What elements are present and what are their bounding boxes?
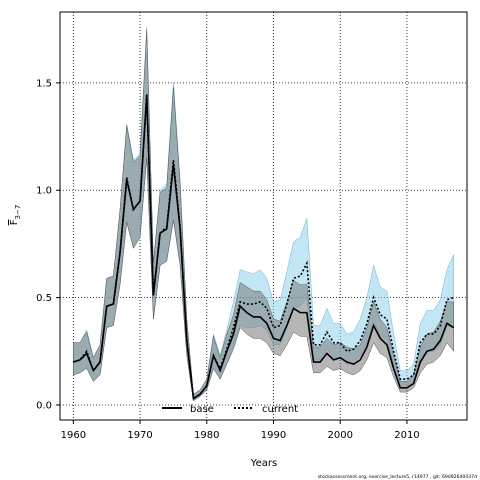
series-lines <box>73 93 455 400</box>
legend-label-base: base <box>190 404 214 415</box>
y-tick-label: 0.5 <box>36 293 52 304</box>
y-tick-label: 1.0 <box>36 186 52 197</box>
x-tick-label: 1980 <box>194 430 219 441</box>
series-line-base <box>73 95 455 400</box>
x-tick-label: 2010 <box>394 430 419 441</box>
y-tick-label: 0.0 <box>36 400 52 411</box>
x-tick-label: 1960 <box>61 430 86 441</box>
x-tick-label: 2000 <box>328 430 353 441</box>
x-tick-label: 1970 <box>127 430 152 441</box>
y-axis: 0.0 0.5 1.0 1.5 <box>36 78 60 411</box>
y-axis-title: F3−7 <box>9 205 22 226</box>
legend-label-current: current <box>262 404 298 415</box>
y-tick-label: 1.5 <box>36 78 52 89</box>
y-axis-title-main: F <box>9 219 20 225</box>
plot-frame <box>59 11 468 421</box>
x-tick-label: 1990 <box>261 430 286 441</box>
confidence-band-base <box>73 29 454 402</box>
legend: base current <box>162 404 298 415</box>
x-axis-title: Years <box>250 458 277 469</box>
x-axis: 1960 1970 1980 1990 2000 2010 <box>61 420 420 441</box>
footer-text: stockassessment.org, exercise_lecture5, … <box>318 474 477 480</box>
y-axis-title-sub: 3−7 <box>14 205 22 220</box>
svg-text:F3−7: F3−7 <box>9 205 22 226</box>
